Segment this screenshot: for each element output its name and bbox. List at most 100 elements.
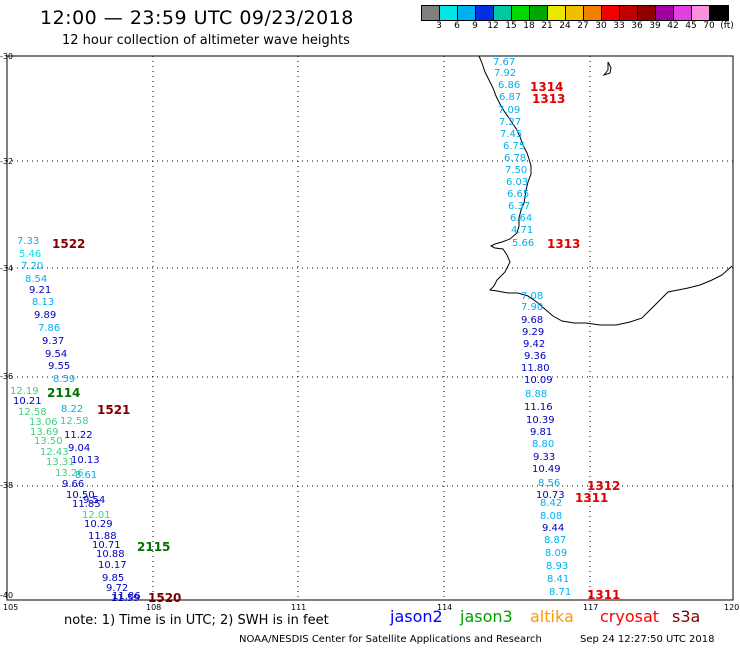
wave-height-value: 12.58 [18, 407, 47, 418]
island-rottnest [602, 61, 612, 77]
legend-label: 42 [667, 21, 679, 31]
wave-height-value: 8.93 [546, 561, 569, 572]
wave-height-value: 6.78 [504, 153, 527, 164]
wave-height-value: 10.21 [13, 396, 42, 407]
wave-height-value: 13.26 [55, 468, 84, 479]
wave-height-value: 8.13 [32, 297, 55, 308]
coastline-west-australia [478, 55, 733, 326]
wave-height-value: 8.42 [540, 498, 563, 509]
wave-height-value: 8.87 [544, 535, 567, 546]
legend-label: 15 [505, 21, 517, 31]
legend-label: 9 [472, 21, 478, 31]
wave-height-value: 9.21 [29, 285, 52, 296]
lat-lon-grid [7, 56, 733, 600]
legend-swatch [512, 6, 530, 20]
latitude-tick-label: -30 [0, 52, 14, 61]
wave-height-value: 8.71 [549, 587, 572, 598]
legend-swatch [476, 6, 494, 20]
latitude-tick-label: -36 [0, 372, 14, 381]
wave-height-value: 12.43 [40, 447, 69, 458]
legend-label: 30 [595, 21, 607, 31]
satellite-legend-jason3: jason3 [460, 607, 513, 626]
legend-label: 6 [454, 21, 460, 31]
wave-height-value: 8.54 [25, 274, 48, 285]
wave-height-value: 6.86 [498, 80, 521, 91]
legend-swatch [440, 6, 458, 20]
map-title: 12:00 — 23:59 UTC 09/23/2018 [40, 7, 354, 29]
wave-height-value: 9.85 [102, 573, 125, 584]
wave-height-value: 5.46 [19, 249, 42, 260]
wave-height-value: 10.50 [66, 490, 95, 501]
legend-swatch [656, 6, 674, 20]
wave-height-value: 8.08 [540, 511, 563, 522]
color-scale-labels: 3 6 9 12 15 18 21 24 27 30 33 36 39 42 45 70 (ft) [421, 21, 740, 33]
wave-height-value: 9.37 [42, 336, 65, 347]
wave-height-value: 9.81 [530, 427, 553, 438]
pass-time-label: 1311 [587, 588, 621, 602]
legend-swatch [602, 6, 620, 20]
wave-height-value: 7.08 [521, 291, 544, 302]
wave-height-value: 6.37 [508, 201, 531, 212]
satellite-legend-jason2: jason2 [390, 607, 443, 626]
legend-swatch [674, 6, 692, 20]
wave-height-value: 7.27 [499, 117, 522, 128]
wave-height-value: 13.06 [29, 417, 58, 428]
wave-height-value: 8.80 [532, 439, 555, 450]
legend-label: 33 [613, 21, 625, 31]
latitude-tick-label: -34 [0, 264, 14, 273]
wave-height-value: 9.54 [45, 349, 68, 360]
wave-height-value: 8.41 [547, 574, 570, 585]
wave-height-value: 13.69 [30, 427, 59, 438]
wave-height-value: 9.42 [523, 339, 546, 350]
wave-height-value: 10.09 [524, 375, 553, 386]
wave-height-value: 8.61 [75, 470, 98, 481]
wave-height-value: 6.75 [503, 141, 526, 152]
wave-height-value: 6.64 [510, 213, 533, 224]
wave-height-value: 10.49 [532, 464, 561, 475]
wave-height-value: 6.65 [507, 189, 530, 200]
wave-height-value: 11.59 [111, 593, 140, 604]
wave-height-value: 9.68 [521, 315, 544, 326]
wave-height-value: 7.90 [521, 302, 544, 313]
generated-timestamp: Sep 24 12:27:50 UTC 2018 [580, 634, 715, 645]
legend-swatch [638, 6, 656, 20]
longitude-tick-label: 111 [291, 603, 307, 612]
wave-height-value: 9.89 [34, 310, 57, 321]
legend-label: (ft) [720, 21, 734, 31]
legend-swatch [692, 6, 710, 20]
wave-height-value: 8.59 [53, 374, 76, 385]
pass-time-label: 1520 [148, 591, 182, 605]
wave-height-value: 9.44 [542, 523, 565, 534]
wave-height-value: 8.22 [61, 404, 84, 415]
wave-height-value: 12.19 [10, 386, 39, 397]
footnote: note: 1) Time is in UTC; 2) SWH is in fe… [64, 613, 329, 628]
latitude-tick-label: -40 [0, 591, 14, 600]
wave-height-value: 9.66 [62, 479, 85, 490]
pass-time-label: 1313 [547, 237, 581, 251]
wave-height-value: 9.36 [524, 351, 547, 362]
wave-height-value: 11.88 [88, 531, 117, 542]
wave-height-value: 10.29 [84, 519, 113, 530]
wave-height-value: 9.54 [83, 495, 106, 506]
map-subtitle: 12 hour collection of altimeter wave hei… [62, 33, 350, 48]
longitude-tick-label: 108 [146, 603, 162, 612]
legend-label: 21 [541, 21, 553, 31]
pass-time-label: 2114 [47, 386, 81, 400]
wave-height-value: 9.72 [106, 583, 129, 594]
wave-height-value: 7.50 [505, 165, 528, 176]
wave-height-value: 12.01 [82, 510, 111, 521]
pass-time-label: 1311 [575, 491, 609, 505]
legend-swatch [494, 6, 512, 20]
pass-time-label: 1521 [97, 403, 131, 417]
wave-height-value: 7.67 [493, 57, 516, 68]
satellite-legend-altika: altika [530, 607, 574, 626]
wave-height-value: 5.66 [512, 238, 535, 249]
wave-height-value: 8.56 [538, 478, 561, 489]
credit-line: NOAA/NESDIS Center for Satellite Applica… [239, 634, 542, 645]
legend-label: 27 [577, 21, 589, 31]
legend-swatch [548, 6, 566, 20]
pass-time-label: 2115 [137, 540, 171, 554]
wave-height-value: 7.45 [500, 129, 523, 140]
longitude-tick-label: 114 [437, 603, 453, 612]
legend-label: 3 [436, 21, 442, 31]
